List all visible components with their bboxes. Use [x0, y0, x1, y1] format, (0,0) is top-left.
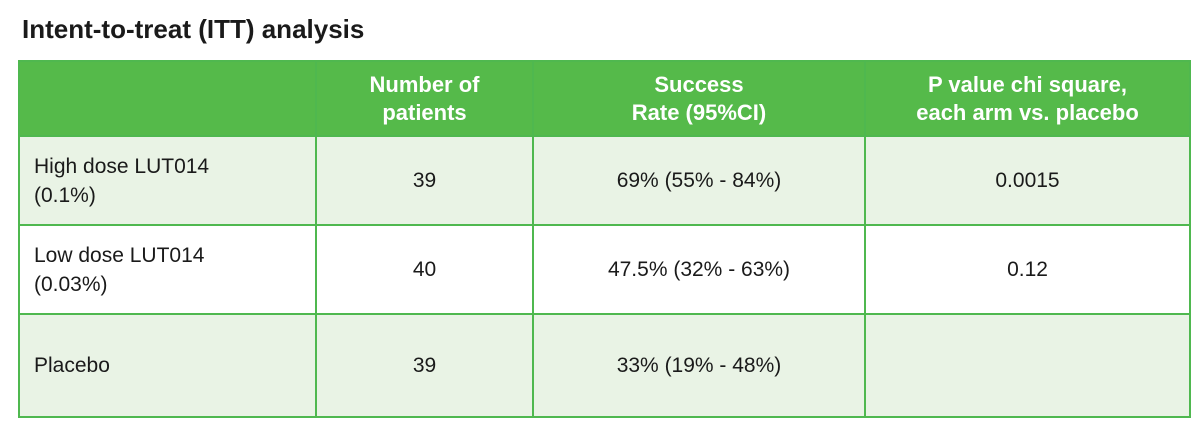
table-row: Placebo 39 33% (19% - 48%) [18, 313, 1191, 418]
p-value-cell [864, 313, 1191, 418]
table-body: High dose LUT014 (0.1%) 39 69% (55% - 84… [18, 135, 1191, 418]
patients-cell: 39 [315, 135, 534, 226]
row-label: High dose LUT014 (0.1%) [18, 135, 317, 226]
header-line: Number of [369, 71, 480, 97]
itt-results-table: Number of patients Success Rate (95%CI) … [18, 60, 1191, 418]
header-cell-p-value: P value chi square, each arm vs. placebo [864, 60, 1191, 137]
header-cell-arm [18, 60, 317, 137]
header-line: Success [654, 71, 744, 97]
success-rate-cell: 33% (19% - 48%) [532, 313, 866, 418]
success-rate-cell: 47.5% (32% - 63%) [532, 224, 866, 315]
patients-cell: 40 [315, 224, 534, 315]
p-value-cell: 0.12 [864, 224, 1191, 315]
row-label: Placebo [18, 313, 317, 418]
row-label-line: Low dose LUT014 [34, 243, 205, 267]
page-title: Intent-to-treat (ITT) analysis [22, 14, 365, 44]
row-label-line: High dose LUT014 [34, 154, 210, 178]
header-line: Rate (95%CI) [631, 99, 767, 125]
header-line: patients [382, 99, 467, 125]
row-label: Low dose LUT014 (0.03%) [18, 224, 317, 315]
header-cell-success-rate: Success Rate (95%CI) [532, 60, 866, 137]
table-row: High dose LUT014 (0.1%) 39 69% (55% - 84… [18, 135, 1191, 226]
header-row: Number of patients Success Rate (95%CI) … [18, 60, 1191, 137]
patients-cell: 39 [315, 313, 534, 418]
success-rate-cell: 69% (55% - 84%) [532, 135, 866, 226]
row-label-line: (0.03%) [34, 272, 108, 296]
row-label-line: Placebo [34, 354, 110, 377]
header-line: P value chi square, [928, 71, 1127, 97]
p-value-cell: 0.0015 [864, 135, 1191, 226]
header-line: each arm vs. placebo [916, 99, 1139, 125]
table-row: Low dose LUT014 (0.03%) 40 47.5% (32% - … [18, 224, 1191, 315]
header-cell-patients: Number of patients [315, 60, 534, 137]
row-label-line: (0.1%) [34, 183, 96, 207]
table-header: Number of patients Success Rate (95%CI) … [18, 60, 1191, 137]
